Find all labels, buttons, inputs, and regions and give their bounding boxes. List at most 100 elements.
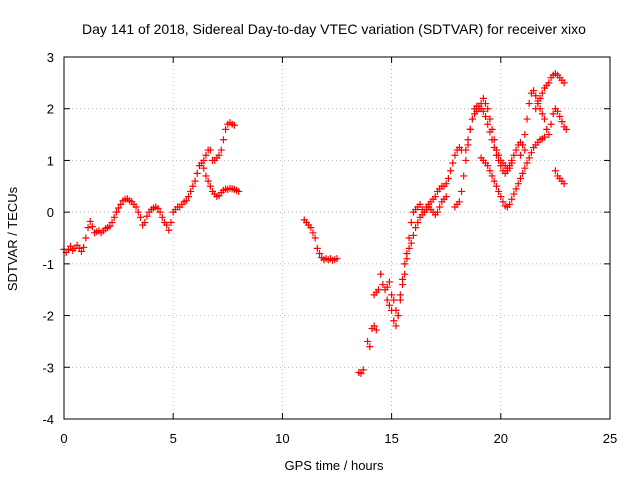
data-point	[486, 115, 494, 123]
x-tick-label: 25	[603, 431, 617, 446]
data-point	[394, 312, 402, 320]
data-point	[401, 260, 409, 268]
data-point	[141, 218, 149, 226]
data-point	[492, 182, 500, 190]
data-point	[525, 100, 533, 108]
x-axis-label: GPS time / hours	[285, 458, 384, 473]
x-tick-label: 10	[275, 431, 289, 446]
data-point	[379, 281, 387, 289]
data-point	[464, 136, 472, 144]
data-point	[431, 193, 439, 201]
tick-layer	[63, 56, 611, 420]
data-point	[519, 141, 527, 149]
data-point	[497, 193, 505, 201]
data-point	[549, 110, 557, 118]
data-point	[187, 187, 195, 195]
data-point	[484, 105, 492, 113]
y-tick-label: 3	[47, 50, 54, 65]
data-point	[206, 146, 214, 154]
data-point	[307, 224, 315, 232]
data-point	[551, 167, 559, 175]
data-point	[538, 110, 546, 118]
data-point	[449, 159, 457, 167]
data-point	[156, 208, 164, 216]
data-point	[204, 177, 212, 185]
data-point	[482, 112, 490, 120]
data-point	[444, 175, 452, 183]
data-point	[403, 255, 411, 263]
data-point	[492, 151, 500, 159]
data-point	[497, 162, 505, 170]
data-point	[309, 229, 317, 237]
data-point	[405, 234, 413, 242]
x-tick-label: 0	[60, 431, 67, 446]
data-point	[200, 156, 208, 164]
data-point	[508, 159, 516, 167]
data-point	[230, 121, 238, 129]
data-point	[316, 250, 324, 258]
data-point	[540, 115, 548, 123]
data-point	[495, 187, 503, 195]
data-point	[466, 125, 474, 133]
data-point	[154, 205, 162, 213]
data-point	[412, 224, 420, 232]
data-point	[82, 234, 90, 242]
data-point	[510, 151, 518, 159]
data-point	[106, 222, 114, 230]
data-point	[519, 169, 527, 177]
data-point	[117, 200, 125, 208]
data-point	[333, 255, 341, 263]
data-point	[508, 195, 516, 203]
data-point	[547, 120, 555, 128]
data-point	[311, 234, 319, 242]
data-point	[143, 212, 151, 220]
data-point	[217, 146, 225, 154]
data-point	[457, 187, 465, 195]
data-point	[488, 136, 496, 144]
data-point	[486, 167, 494, 175]
data-point	[115, 204, 123, 212]
data-point	[215, 151, 223, 159]
data-point	[191, 177, 199, 185]
data-point	[560, 180, 568, 188]
data-point	[543, 125, 551, 133]
data-point	[374, 286, 382, 294]
data-point	[506, 200, 514, 208]
data-point	[134, 208, 142, 216]
data-point	[484, 162, 492, 170]
data-point	[390, 317, 398, 325]
data-point	[516, 151, 524, 159]
data-point	[442, 180, 450, 188]
y-tick-label: -1	[42, 257, 54, 272]
data-point	[486, 128, 494, 136]
x-tick-label: 15	[384, 431, 398, 446]
data-point	[184, 193, 192, 201]
data-point	[167, 218, 175, 226]
data-point	[359, 366, 367, 374]
data-point	[523, 115, 531, 123]
data-point	[460, 172, 468, 180]
data-point	[165, 226, 173, 234]
data-point	[202, 151, 210, 159]
y-tick-label: -4	[42, 412, 54, 427]
data-point	[399, 281, 407, 289]
x-tick-label: 20	[494, 431, 508, 446]
data-point	[202, 172, 210, 180]
data-point	[407, 218, 415, 226]
data-point	[67, 242, 75, 250]
data-point	[409, 231, 417, 239]
data-point	[313, 244, 321, 252]
data-point	[490, 144, 498, 151]
data-point	[108, 218, 116, 226]
data-point	[84, 224, 92, 232]
y-tick-label: -3	[42, 360, 54, 375]
data-point	[189, 182, 197, 190]
data-point	[512, 185, 520, 193]
data-point	[527, 149, 535, 157]
data-point	[222, 125, 230, 133]
data-point	[514, 180, 522, 188]
data-point	[540, 133, 548, 141]
y-axis-label: SDTVAR / TECUs	[5, 186, 20, 291]
data-point	[388, 306, 396, 314]
data-point	[372, 326, 380, 334]
